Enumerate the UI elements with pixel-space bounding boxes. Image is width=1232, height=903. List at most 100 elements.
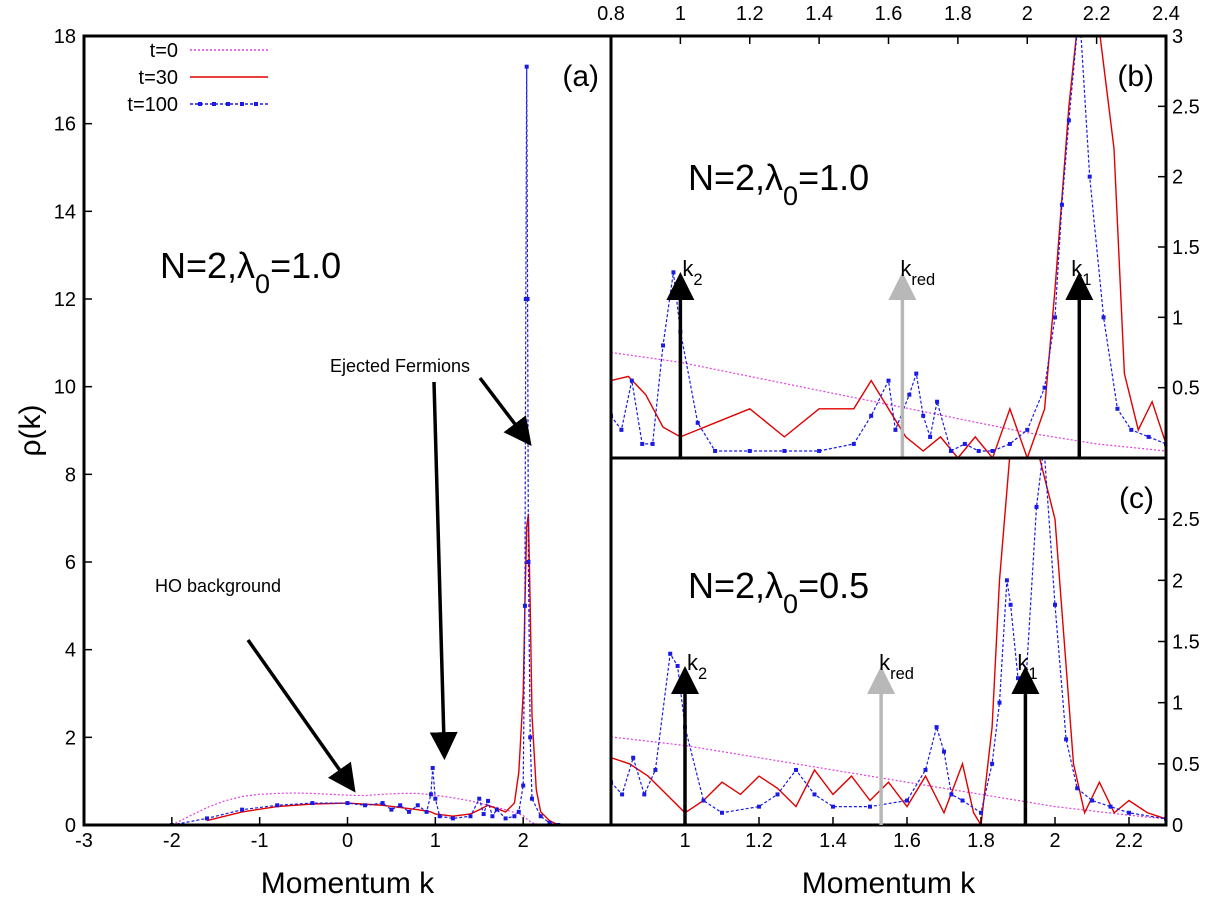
series-line-t30 <box>206 513 559 825</box>
x-tick-label: -3 <box>75 830 93 852</box>
x-tick-label: 2 <box>1022 3 1033 25</box>
data-point <box>398 803 403 808</box>
data-point <box>701 798 706 803</box>
data-point <box>529 796 534 801</box>
k-arrow-label: k2 <box>682 256 702 289</box>
y-tick-label: 14 <box>54 201 76 223</box>
data-point <box>640 441 645 446</box>
data-point <box>433 796 438 801</box>
data-point <box>524 64 529 69</box>
y-tick-label: 0.5 <box>1172 754 1200 776</box>
data-point <box>1127 810 1131 815</box>
panel-label: (c) <box>1119 482 1154 515</box>
x-axis-label: Momentum k <box>802 867 976 900</box>
y-tick-label: 2.5 <box>1172 96 1200 118</box>
data-point <box>481 812 486 817</box>
callout-arrow <box>246 638 356 793</box>
data-point <box>521 783 526 788</box>
data-point <box>653 767 658 772</box>
x-tick-label: 0.8 <box>597 3 625 25</box>
panel-label: (b) <box>1117 60 1154 93</box>
data-point <box>526 560 531 564</box>
data-point <box>868 804 872 809</box>
y-tick-label: 3 <box>1172 26 1183 48</box>
data-point <box>893 427 898 432</box>
x-tick-label: 2 <box>518 830 529 852</box>
data-point <box>1004 578 1009 583</box>
legend-marker <box>240 102 244 106</box>
data-point <box>1007 441 1012 446</box>
data-point <box>406 809 411 814</box>
data-point <box>468 814 473 819</box>
legend-marker <box>226 102 230 106</box>
data-point <box>650 441 655 446</box>
data-point <box>1090 798 1094 803</box>
data-point <box>450 816 455 821</box>
y-tick-label: 8 <box>65 464 76 486</box>
parameter-annotation: N=2,λ0=1.0 <box>688 157 869 211</box>
callout-label-ejected-fermions: Ejected Fermions <box>330 356 470 376</box>
y-tick-label: 0 <box>65 815 76 837</box>
data-point <box>817 448 822 453</box>
data-point <box>345 801 350 806</box>
data-point <box>668 651 673 656</box>
y-tick-label: 0 <box>1172 815 1183 837</box>
data-point <box>914 371 919 376</box>
y-tick-label: 1 <box>1172 693 1183 715</box>
data-point <box>428 792 433 797</box>
data-point <box>1053 602 1057 607</box>
data-point <box>928 434 933 439</box>
data-point <box>516 809 521 814</box>
x-tick-label: -1 <box>251 830 269 852</box>
data-point <box>990 448 995 453</box>
callout-arrow <box>478 376 532 447</box>
y-tick-label: 0.5 <box>1172 378 1200 400</box>
y-tick-label: 1.5 <box>1172 632 1200 654</box>
data-point <box>642 792 647 797</box>
k-arrow-label: k1 <box>1017 650 1037 683</box>
data-point <box>905 798 909 803</box>
data-point <box>886 378 891 383</box>
x-tick-label: 2.4 <box>1152 3 1180 25</box>
y-tick-label: 1 <box>1172 307 1183 329</box>
data-point <box>619 427 624 432</box>
data-point <box>424 809 429 814</box>
y-tick-label: 16 <box>54 114 76 136</box>
data-point <box>695 420 700 425</box>
data-point <box>976 448 981 453</box>
series-line-t100 <box>611 458 1166 820</box>
x-tick-label: 1 <box>430 830 441 852</box>
data-point <box>437 814 442 819</box>
panel-frame <box>609 34 1168 460</box>
data-point <box>477 796 482 801</box>
data-point <box>907 392 912 397</box>
data-point <box>1077 6 1081 10</box>
x-tick-label: 1 <box>679 830 690 852</box>
legend-label: t=0 <box>150 40 178 62</box>
data-point <box>525 297 530 301</box>
x-tick-label: 1.2 <box>736 3 764 25</box>
y-tick-label: 2 <box>1172 167 1183 189</box>
data-point <box>794 767 798 772</box>
data-point <box>935 399 940 404</box>
data-point <box>1025 427 1030 432</box>
data-point <box>921 413 926 418</box>
data-point <box>1008 602 1013 607</box>
y-axis-label: ρ(k) <box>14 404 47 456</box>
parameter-annotation: N=2,λ0=0.5 <box>688 565 869 619</box>
series-line-t30 <box>611 36 1166 458</box>
x-tick-label: 1.6 <box>893 830 921 852</box>
data-point <box>671 270 676 275</box>
data-point <box>934 725 939 730</box>
data-point <box>1059 202 1064 207</box>
x-tick-label: 1 <box>675 3 686 25</box>
data-point <box>1146 434 1151 439</box>
y-tick-label: 6 <box>65 552 76 574</box>
data-point <box>997 700 1002 705</box>
data-point <box>275 803 280 808</box>
data-point <box>812 792 817 797</box>
callout-arrow <box>429 381 458 761</box>
data-point <box>629 378 634 383</box>
data-point <box>486 798 491 803</box>
data-point <box>661 343 666 348</box>
